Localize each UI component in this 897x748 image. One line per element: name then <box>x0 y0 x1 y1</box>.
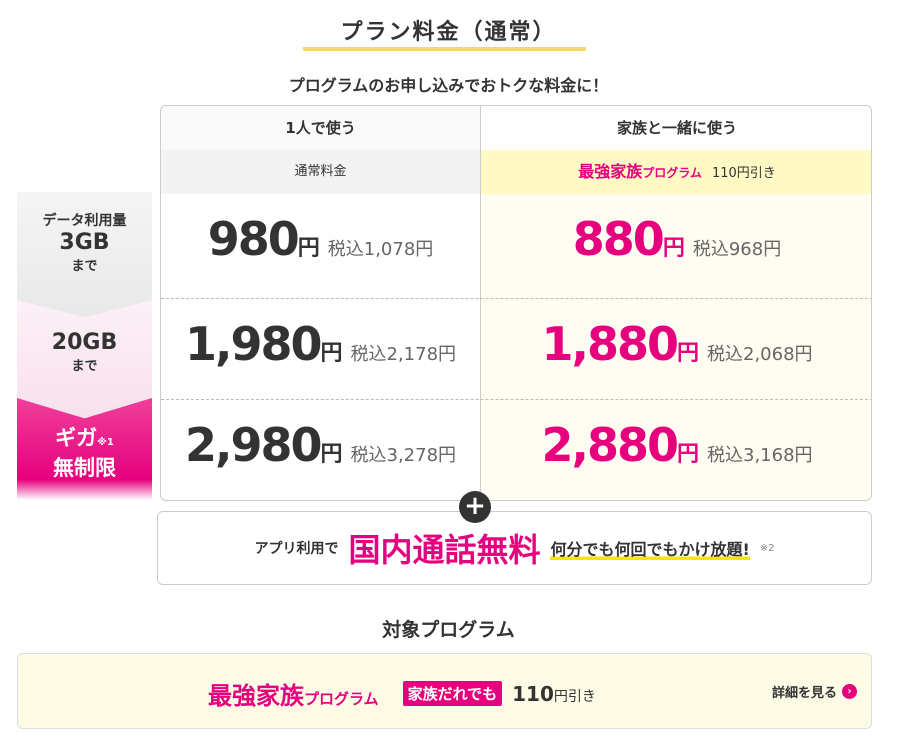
sub-single: 通常料金 <box>161 150 480 194</box>
yen: 円 <box>297 236 320 261</box>
addon-desc: 何分でも何回でもかけ放題! <box>550 536 750 560</box>
program-name: 最強家族 <box>578 162 643 181</box>
addon-call-free: アプリ利用で 国内通話無料 何分でも何回でもかけ放題! ※2 <box>157 511 872 585</box>
amount-unit: 円引き <box>553 688 596 705</box>
label-main: 3GB <box>59 230 110 255</box>
single-price: 2,980 <box>184 418 323 472</box>
price-table: 1人で使う 家族と一緒に使う 通常料金 最強家族プログラム 110円引き 980… <box>160 105 872 501</box>
header-family: 家族と一緒に使う <box>481 106 871 150</box>
single-price: 980 <box>207 212 300 266</box>
row-label-20gb: 20GB まで <box>17 300 152 424</box>
label-bottom: まで <box>71 259 98 274</box>
label-main: ギガ <box>55 426 98 450</box>
family-price: 1,880 <box>541 317 679 371</box>
label-bottom: まで <box>71 359 98 374</box>
row-label-3gb: データ利用量 3GB まで <box>17 192 152 318</box>
family-price: 880 <box>572 212 665 266</box>
amount: 110 <box>512 681 554 706</box>
sub-family: 最強家族プログラム 110円引き <box>481 150 871 194</box>
addon-prefix: アプリ利用で <box>254 541 339 557</box>
program-name: 最強家族 <box>208 682 304 710</box>
yen: 円 <box>676 442 699 467</box>
table-row: 980 円税込1,078円 880 円税込968円 <box>161 194 871 298</box>
plus-icon: + <box>459 491 491 523</box>
family-tax: 税込2,068円 <box>707 344 813 365</box>
yen: 円 <box>676 341 699 366</box>
subtitle: プログラムのお申し込みでおトクな料金に！ <box>288 76 609 95</box>
family-tax: 税込968円 <box>692 239 782 260</box>
discount: 110円引き <box>711 166 776 181</box>
single-tax: 税込1,078円 <box>327 239 434 260</box>
program-suffix: プログラム <box>304 690 379 708</box>
family-badge: 家族だれでも <box>402 681 503 706</box>
header-single: 1人で使う <box>161 106 480 150</box>
label-top: データ利用量 <box>42 213 127 229</box>
label-note: ※1 <box>97 437 114 448</box>
program-suffix: プログラム <box>642 166 702 180</box>
detail-link[interactable]: 詳細を見る › <box>772 682 857 701</box>
family-price: 2,880 <box>541 418 679 472</box>
yen: 円 <box>320 341 343 366</box>
yen: 円 <box>320 442 343 467</box>
addon-highlight: 国内通話無料 <box>348 531 541 569</box>
chevron-right-icon: › <box>842 684 857 699</box>
detail-link-label: 詳細を見る <box>771 686 837 701</box>
addon-note: ※2 <box>759 542 775 554</box>
table-row: 2,980 円税込3,278円 2,880 円税込3,168円 <box>161 399 871 500</box>
single-price: 1,980 <box>184 317 323 371</box>
single-tax: 税込2,178円 <box>350 344 457 365</box>
table-row: 1,980 円税込2,178円 1,880 円税込2,068円 <box>161 298 871 399</box>
family-tax: 税込3,168円 <box>707 445 813 466</box>
page-title: プラン料金（通常） <box>340 20 557 45</box>
yen: 円 <box>662 236 685 261</box>
label-bottom: 無制限 <box>53 456 116 480</box>
title-underline <box>303 47 586 51</box>
target-program-card[interactable]: 最強家族プログラム 家族だれでも 110円引き 詳細を見る › <box>17 653 872 729</box>
label-main: 20GB <box>51 330 118 355</box>
target-heading: 対象プログラム <box>382 619 515 641</box>
single-tax: 税込3,278円 <box>350 445 457 466</box>
